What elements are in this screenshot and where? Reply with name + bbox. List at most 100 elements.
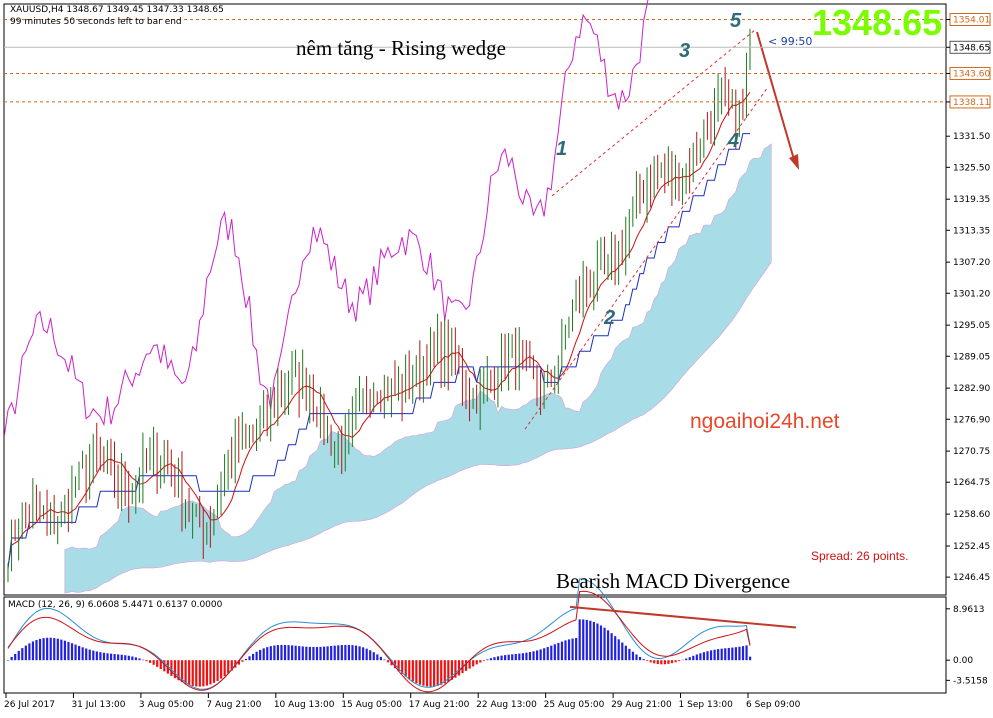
- macd-bar-negative: [241, 660, 244, 662]
- macd-bar-negative: [457, 660, 461, 676]
- macd-bar-positive: [741, 646, 745, 661]
- macd-bar-positive: [251, 653, 255, 661]
- macd-bar-positive: [291, 645, 294, 661]
- price-tick-label: 1276.90: [953, 415, 990, 425]
- macd-bar-positive: [550, 645, 553, 661]
- time-tick-label: 6 Sep 09:00: [746, 700, 801, 710]
- price-tick-label: 1348.65: [953, 43, 990, 53]
- macd-bar-positive: [262, 648, 265, 661]
- wedge-lower-line: [524, 86, 769, 430]
- macd-bar-positive: [379, 656, 382, 661]
- price-tick-label: 1264.75: [953, 478, 990, 488]
- macd-bar-positive: [621, 642, 624, 661]
- main-panel-frame: [3, 3, 947, 596]
- macd-bar-positive: [504, 655, 507, 661]
- macd-bar-positive: [582, 619, 585, 661]
- macd-bar-positive: [131, 656, 134, 661]
- macd-tick-label: -3.5158: [953, 676, 988, 686]
- macd-bar-positive: [518, 653, 521, 661]
- macd-bar-negative: [479, 660, 482, 663]
- macd-bar-positive: [692, 655, 695, 661]
- macd-bar-positive: [383, 659, 386, 661]
- macd-bar-negative: [464, 660, 468, 671]
- macd-bar-positive: [738, 646, 741, 661]
- macd-bar-positive: [724, 648, 727, 661]
- macd-bar-negative: [149, 660, 152, 663]
- macd-bar-positive: [92, 650, 95, 661]
- macd-bar-positive: [638, 656, 642, 661]
- macd-bar-negative: [443, 660, 446, 684]
- cloud-area: [64, 143, 772, 594]
- macd-bar-negative: [173, 660, 177, 679]
- macd-bar-positive: [67, 641, 70, 661]
- axes: 1354.01 1348.65 1343.60 1338.11 1331.50 1325.…: [4, 13, 991, 710]
- macd-bar-positive: [560, 641, 564, 661]
- macd-bar-negative: [482, 660, 485, 661]
- macd-bar-negative: [191, 660, 194, 686]
- price-levels: [4, 19, 946, 103]
- macd-bar-positive: [248, 656, 251, 661]
- macd-bar-positive: [138, 658, 141, 661]
- macd-bar-positive: [95, 651, 98, 661]
- tenkan-line: [7, 91, 751, 567]
- macd-bar-negative: [660, 660, 663, 665]
- macd-bar-positive: [624, 645, 627, 661]
- macd-bar-negative: [170, 660, 173, 676]
- macd-bar-positive: [74, 644, 77, 661]
- macd-bar-positive: [109, 653, 113, 661]
- macd-bar-positive: [35, 639, 38, 661]
- price-tick-label: 1307.20: [953, 258, 990, 268]
- price-tick-label: 1319.35: [953, 195, 990, 205]
- macd-divergence-label: Bearish MACD Divergence: [556, 569, 791, 593]
- macd-bar-positive: [269, 646, 272, 661]
- macd-bar-positive: [88, 649, 91, 661]
- macd-bar-positive: [507, 654, 510, 661]
- macd-bar-positive: [102, 652, 106, 661]
- macd-bar-negative: [447, 660, 450, 682]
- symbol-ohlc-line: XAUUSD,H4 1348.67 1349.45 1347.33 1348.6…: [10, 5, 224, 15]
- macd-bar-positive: [553, 644, 556, 661]
- macd-bar-positive: [528, 652, 532, 661]
- macd-bar-positive: [717, 649, 720, 661]
- macd-header: MACD (12, 26, 9) 6.0608 5.4471 0.6137 0.…: [8, 600, 223, 610]
- price-tick-label: 1313.35: [953, 226, 990, 236]
- price-tick-label: 1282.90: [953, 384, 990, 394]
- macd-bar-positive: [685, 658, 688, 661]
- macd-bar-positive: [99, 652, 102, 661]
- macd-indicator: [7, 578, 797, 693]
- macd-bar-positive: [21, 648, 24, 661]
- macd-bar-positive: [344, 644, 347, 661]
- macd-bar-positive: [535, 650, 539, 661]
- macd-bar-negative: [397, 660, 400, 672]
- ichimoku-cloud: [64, 143, 772, 594]
- macd-bar-positive: [592, 621, 595, 661]
- macd-bar-negative: [216, 660, 219, 681]
- macd-bar-positive: [294, 645, 297, 661]
- macd-bar-positive: [695, 654, 698, 661]
- macd-bar-positive: [319, 646, 322, 661]
- macd-bar-negative: [386, 660, 390, 663]
- macd-bar-negative: [411, 660, 414, 682]
- macd-bar-positive: [543, 648, 546, 661]
- website-watermark: ngoaihoi24h.net: [690, 410, 840, 433]
- macd-bar-positive: [511, 654, 514, 661]
- time-tick-label: 17 Aug 21:00: [409, 700, 470, 710]
- macd-bar-positive: [340, 645, 343, 661]
- candles: [7, 28, 751, 583]
- macd-bar-negative: [436, 660, 439, 686]
- macd-bar-positive: [106, 653, 109, 661]
- macd-bar-negative: [209, 660, 212, 685]
- macd-bar-positive: [42, 638, 45, 661]
- indicator-lines: [3, 0, 751, 570]
- macd-bar-negative: [422, 660, 425, 686]
- macd-bar-positive: [496, 656, 500, 661]
- macd-bar-negative: [670, 660, 674, 664]
- macd-bar-negative: [649, 660, 652, 663]
- macd-bar-negative: [468, 660, 471, 669]
- time-tick-label: 26 Jul 2017: [4, 700, 55, 710]
- macd-bar-positive: [85, 648, 88, 661]
- macd-bar-positive: [734, 647, 737, 661]
- macd-bar-positive: [46, 637, 49, 661]
- macd-bar-positive: [78, 645, 81, 661]
